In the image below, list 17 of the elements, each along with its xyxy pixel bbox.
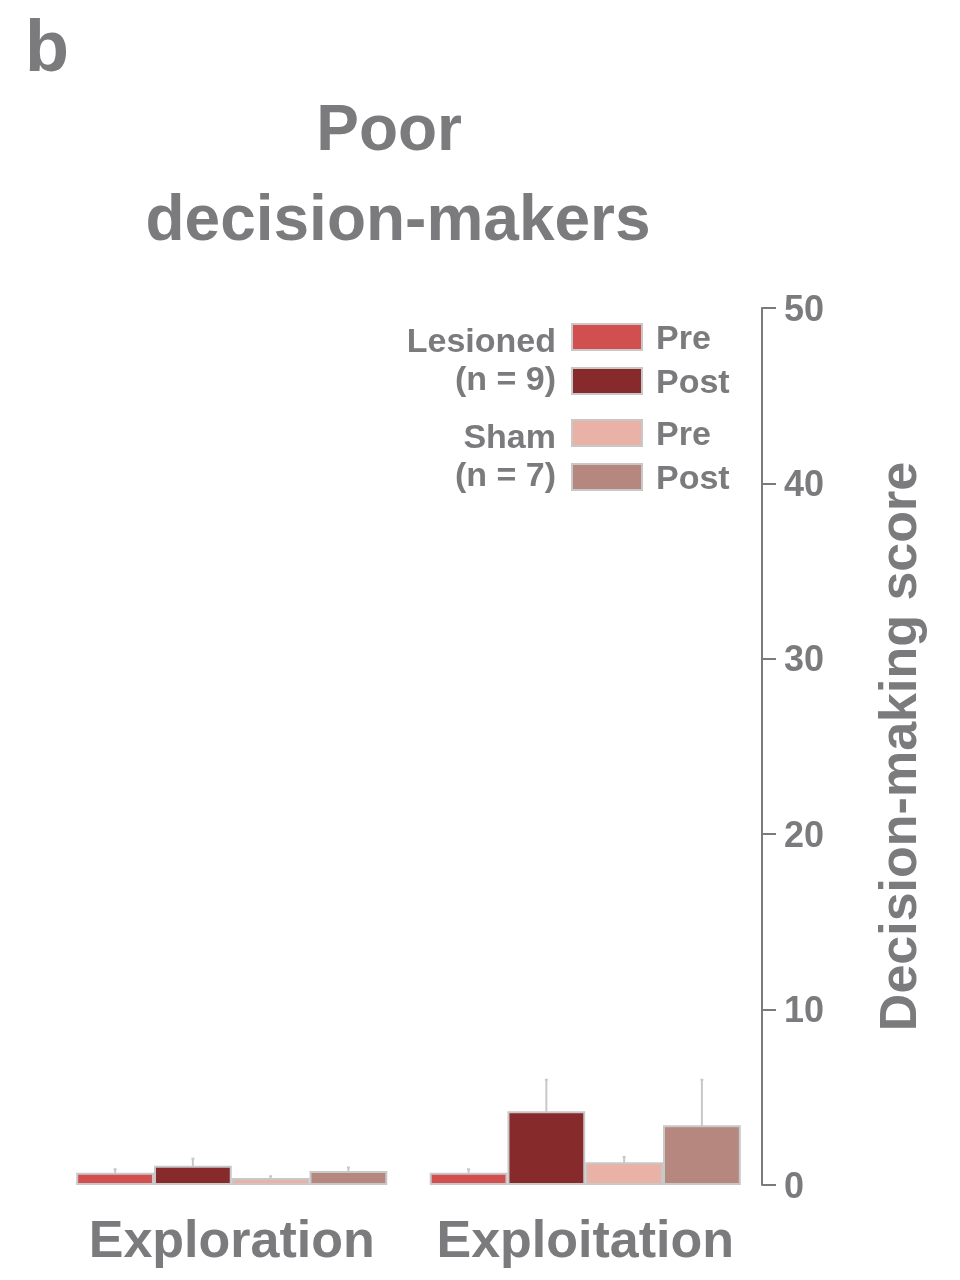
x-tick-label: Exploration [88, 1210, 375, 1268]
x-tick-label: Exploitation [436, 1210, 735, 1268]
annotation: Lesioned (n = 9) [406, 321, 556, 397]
y-tick-label: 0 [784, 1164, 805, 1206]
y-tick-label: 30 [784, 638, 825, 680]
y-axis-title: Decision-making score [869, 461, 927, 1032]
legend-label: Post [656, 362, 730, 400]
y-tick-label: 50 [784, 287, 825, 329]
legend-label: Pre [656, 318, 711, 356]
chart-title: Poor decision-makers [145, 92, 651, 254]
y-tick-label: 40 [784, 462, 825, 504]
annotation: Sham (n = 7) [454, 417, 556, 493]
y-tick-label: 20 [784, 813, 825, 855]
legend-label: Post [656, 458, 730, 496]
y-tick-label: 10 [784, 989, 825, 1031]
legend-label: Pre [656, 414, 711, 452]
text: b [25, 6, 69, 86]
